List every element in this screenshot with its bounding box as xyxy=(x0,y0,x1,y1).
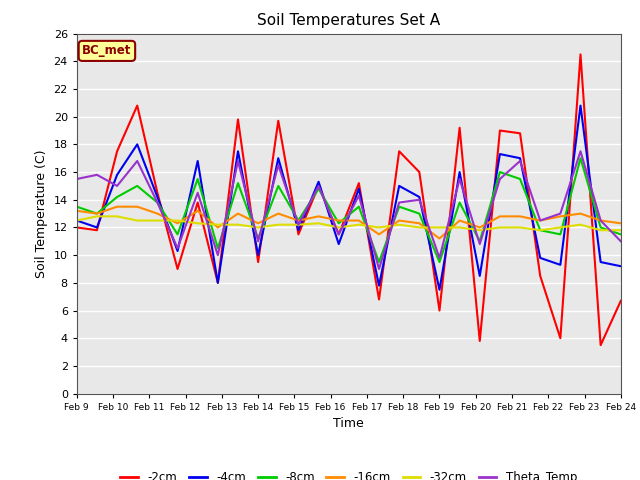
Text: BC_met: BC_met xyxy=(82,44,132,58)
Title: Soil Temperatures Set A: Soil Temperatures Set A xyxy=(257,13,440,28)
Y-axis label: Soil Temperature (C): Soil Temperature (C) xyxy=(35,149,48,278)
Legend: -2cm, -4cm, -8cm, -16cm, -32cm, Theta_Temp: -2cm, -4cm, -8cm, -16cm, -32cm, Theta_Te… xyxy=(116,466,582,480)
X-axis label: Time: Time xyxy=(333,417,364,430)
